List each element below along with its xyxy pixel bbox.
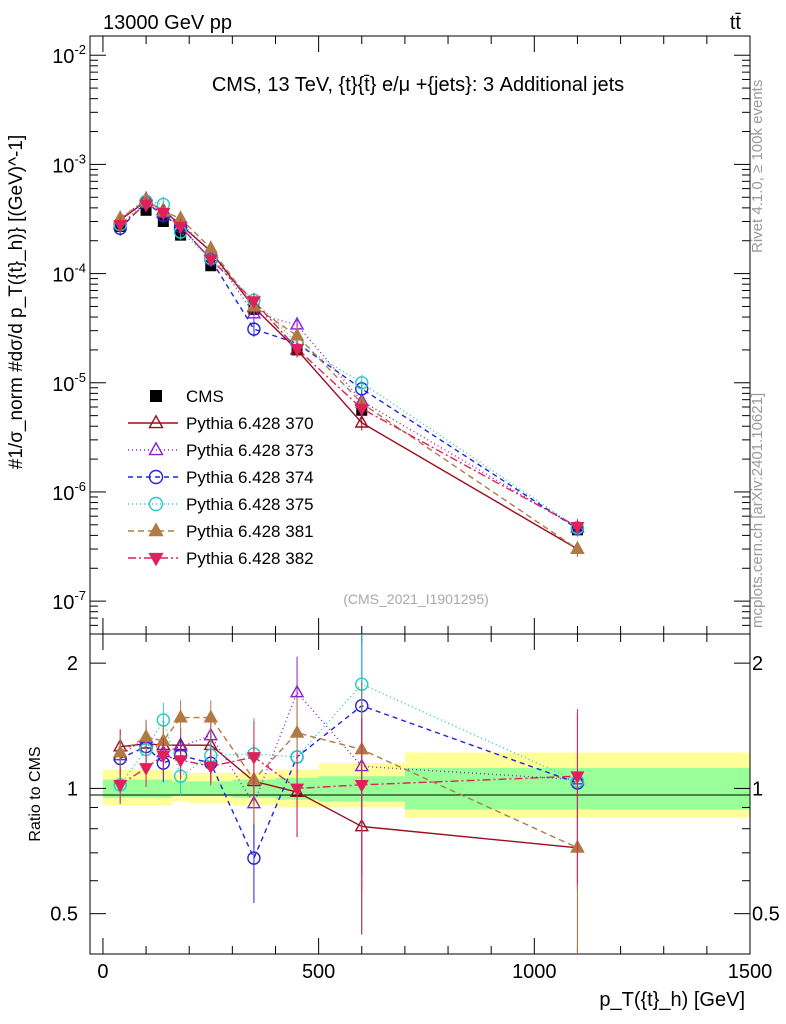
data-point-marker xyxy=(354,403,369,417)
data-point-marker xyxy=(203,254,218,268)
data-point-marker xyxy=(138,728,154,742)
legend-label: Pythia 6.428 373 xyxy=(186,441,314,460)
data-point-marker xyxy=(289,684,305,698)
ratio-series-line xyxy=(119,691,578,806)
legend-label: CMS xyxy=(186,387,224,406)
x-tick-label: 1000 xyxy=(512,961,557,983)
ratio-y-tick-label: 2 xyxy=(67,653,78,675)
ratio-y-tick-label-right: 2 xyxy=(752,653,763,675)
y-tick-label: 10-5 xyxy=(52,370,86,396)
data-point-marker xyxy=(246,305,262,319)
x-tick-labels: 0 500 1000 1500 xyxy=(97,961,772,983)
data-point-marker xyxy=(203,709,218,723)
data-point-marker xyxy=(355,376,369,390)
ratio-y-tick-label-right: 0.5 xyxy=(752,904,780,926)
legend: CMS Pythia 6.428 370 Pythia 6.428 373 Py… xyxy=(128,387,314,568)
ratio-series-line xyxy=(119,716,578,849)
data-point-marker xyxy=(113,744,128,758)
x-axis-title: p_T({t}_h) [GeV] xyxy=(599,989,745,1011)
main-series-group xyxy=(113,191,585,557)
header-left-label: 13000 GeV pp xyxy=(103,12,232,34)
y-axis-title: #1/σ_norm #dσ/d p_T({t}_h)} [(GeV)^-1] xyxy=(6,135,27,469)
data-point-marker xyxy=(173,709,188,723)
data-point-marker xyxy=(148,522,164,537)
legend-symbol xyxy=(128,552,178,567)
data-point-marker xyxy=(113,219,128,233)
x-tick-label: 0 xyxy=(97,961,108,983)
data-point-marker xyxy=(246,296,261,309)
legend-label: Pythia 6.428 375 xyxy=(186,495,314,514)
data-point-marker xyxy=(354,780,369,793)
plot-title: CMS, 13 TeV, {t}{t̄} e/μ +{jets}: 3 Addi… xyxy=(212,74,624,96)
data-point-marker xyxy=(289,327,305,341)
analysis-watermark: (CMS_2021_I1901295) xyxy=(343,591,489,607)
data-point-marker xyxy=(570,540,585,554)
data-point-marker xyxy=(173,221,188,235)
data-point-marker xyxy=(290,783,305,797)
ratio-plot-frame xyxy=(89,633,751,955)
y-tick-label: 10-2 xyxy=(52,42,86,68)
data-point-marker xyxy=(289,724,305,738)
data-point-marker xyxy=(156,208,171,221)
data-point-marker xyxy=(203,761,218,775)
legend-symbol xyxy=(128,496,178,512)
data-point-marker xyxy=(150,390,162,402)
header-right-label: tt̄ xyxy=(730,12,742,34)
x-tick-label: 1500 xyxy=(728,961,773,983)
data-point-marker xyxy=(354,414,369,428)
main-plot-frame xyxy=(89,35,751,635)
data-point-marker xyxy=(148,441,164,456)
data-point-marker xyxy=(148,552,164,567)
legend-symbol xyxy=(128,469,178,485)
data-point-marker xyxy=(173,755,188,768)
data-point-marker xyxy=(148,469,164,485)
main-y-tick-labels: 10-7 10-6 10-5 10-4 10-3 10-2 xyxy=(52,42,86,614)
legend-symbol-cms xyxy=(150,390,162,402)
data-point-marker xyxy=(570,521,585,535)
ratio-axis-title: Ratio to CMS xyxy=(27,746,44,841)
data-point-marker xyxy=(247,322,261,336)
stat-uncertainty-band xyxy=(154,779,172,798)
legend-label: Pythia 6.428 370 xyxy=(186,414,314,433)
data-point-marker xyxy=(156,750,171,764)
rivet-version-label: Rivet 4.1.0, ≥ 100k events xyxy=(749,80,766,253)
ratio-y-tick-label-right: 1 xyxy=(752,778,763,800)
y-tick-label: 10-7 xyxy=(52,588,86,614)
stat-uncertainty-band xyxy=(137,779,155,798)
legend-symbol xyxy=(128,414,178,429)
y-tick-label: 10-4 xyxy=(52,261,86,287)
legend-label: Pythia 6.428 382 xyxy=(186,549,314,568)
axis-ticks xyxy=(90,36,751,954)
legend-symbol xyxy=(128,522,178,537)
data-point-marker xyxy=(247,851,261,865)
ratio-series-group xyxy=(113,634,585,954)
legend-label: Pythia 6.428 374 xyxy=(186,468,314,487)
data-point-marker xyxy=(570,771,585,785)
y-tick-label: 10-6 xyxy=(52,479,86,505)
data-point-marker xyxy=(139,199,154,213)
ratio-y-tick-labels: 0.5 1 2 0.5 1 2 xyxy=(50,653,780,926)
x-tick-label: 500 xyxy=(302,961,335,983)
data-point-marker xyxy=(113,780,128,793)
legend-symbol xyxy=(128,441,178,456)
data-point-marker xyxy=(246,752,261,765)
data-point-marker xyxy=(148,496,164,512)
data-point-marker xyxy=(148,414,164,429)
legend-label: Pythia 6.428 381 xyxy=(186,522,314,541)
stat-uncertainty-band xyxy=(189,781,233,796)
data-point-marker xyxy=(139,763,154,776)
data-point-marker xyxy=(290,343,305,357)
ratio-y-tick-label: 1 xyxy=(67,778,78,800)
ratio-y-tick-label: 0.5 xyxy=(50,904,78,926)
ratio-series-line xyxy=(119,683,578,786)
y-tick-label: 10-3 xyxy=(52,151,86,177)
mcplots-label: mcplots.cern.ch [arXiv:2401.10621] xyxy=(749,393,766,628)
